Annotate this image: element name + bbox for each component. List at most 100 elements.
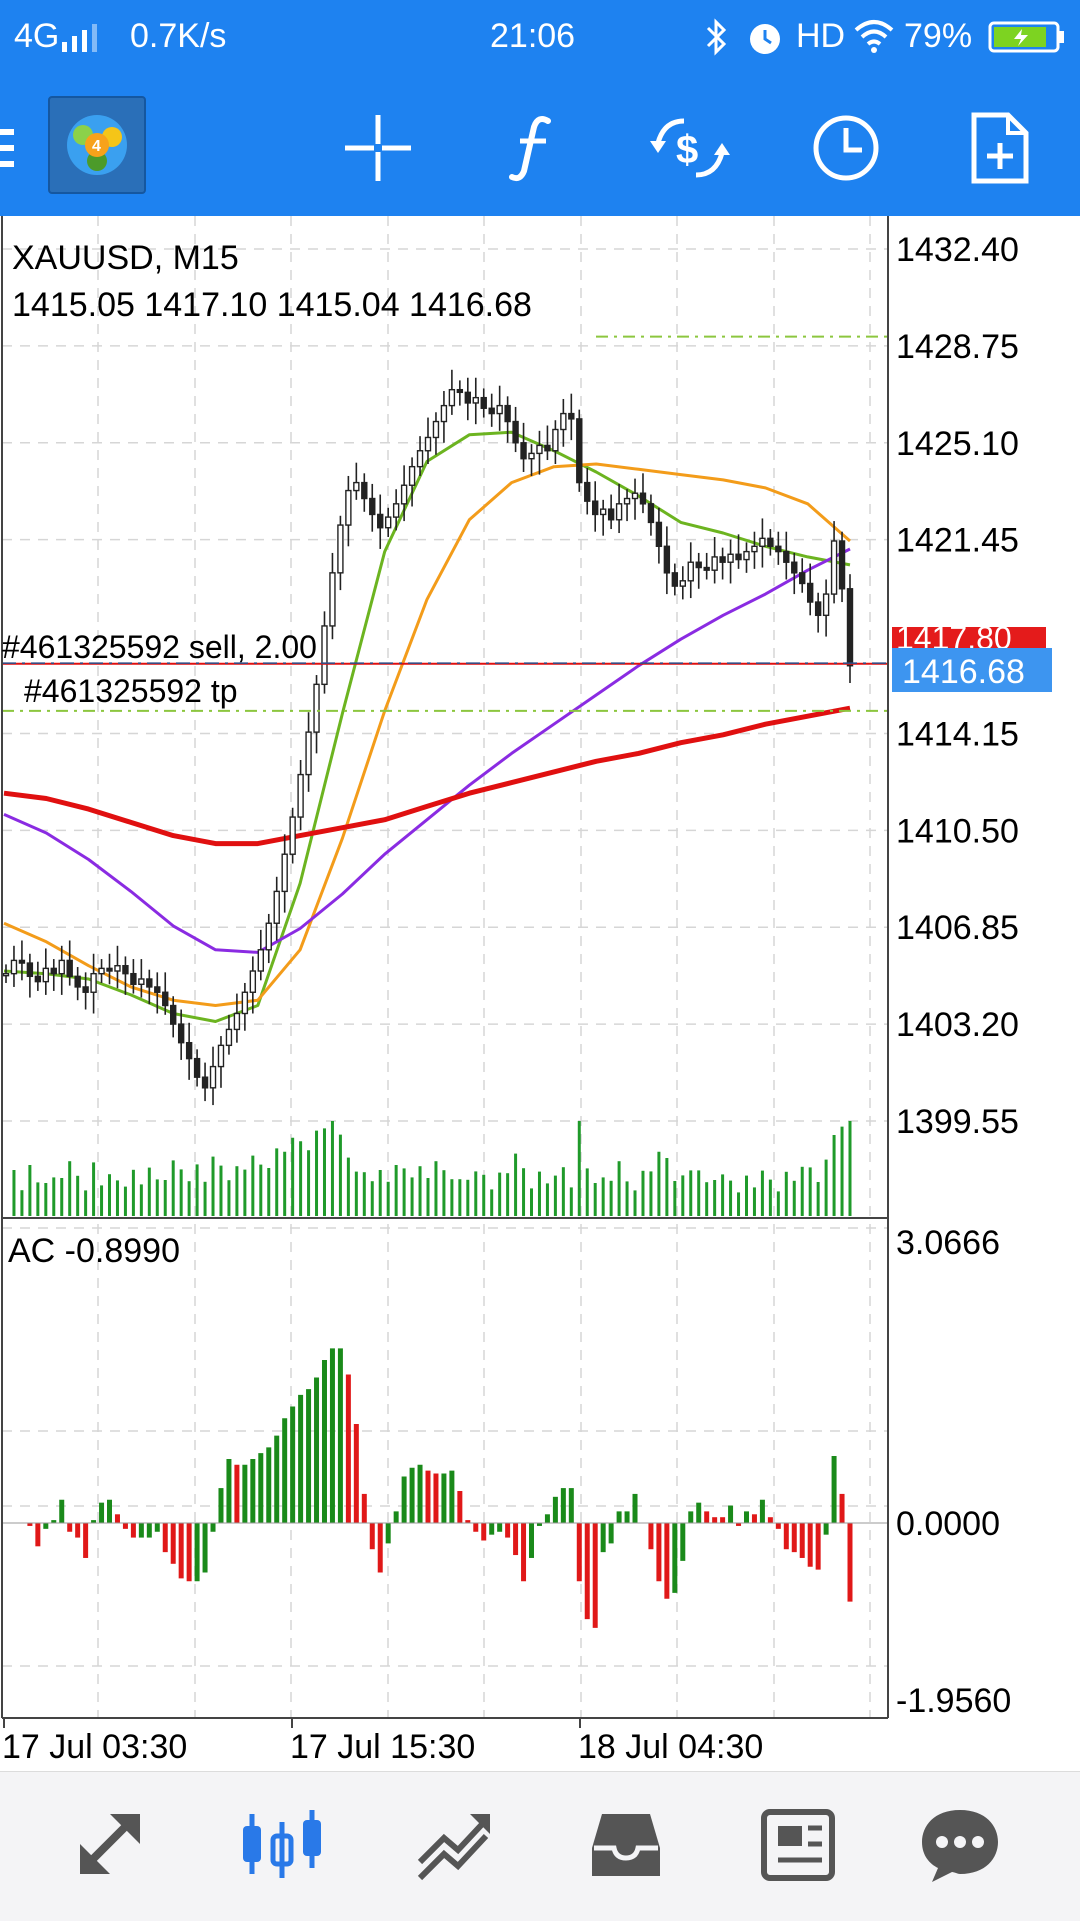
crosshair-icon[interactable] bbox=[328, 98, 428, 198]
svg-text:4: 4 bbox=[92, 138, 101, 155]
toolbar: 4 $ bbox=[0, 76, 1080, 216]
candle bbox=[392, 503, 400, 518]
candle bbox=[783, 550, 790, 563]
candle bbox=[663, 545, 671, 574]
candle bbox=[631, 492, 639, 500]
candle bbox=[106, 967, 113, 972]
period-clock-icon[interactable] bbox=[796, 98, 896, 198]
candle bbox=[536, 444, 543, 455]
candle bbox=[767, 537, 774, 548]
candle bbox=[313, 683, 320, 733]
candle bbox=[361, 481, 368, 500]
candle bbox=[838, 540, 846, 590]
order-tp-label: #461325592 tp bbox=[24, 673, 238, 709]
price-tick-label: 1406.85 bbox=[896, 909, 1019, 947]
candle bbox=[18, 959, 26, 964]
candle bbox=[440, 404, 448, 423]
price-tick-label: 1421.45 bbox=[896, 522, 1019, 560]
candle bbox=[114, 965, 121, 972]
candle bbox=[400, 484, 408, 505]
candle bbox=[791, 561, 798, 574]
candle bbox=[281, 853, 288, 893]
indicator-tick-label: -1.9560 bbox=[896, 1682, 1011, 1720]
candle bbox=[416, 450, 424, 468]
price-chart[interactable]: XAUUSD, M15 1415.05 1417.10 1415.04 1416… bbox=[0, 216, 1080, 1771]
order-sell-label: #461325592 sell, 2.00 bbox=[2, 629, 317, 665]
price-tick-label: 1410.50 bbox=[896, 812, 1019, 850]
candle bbox=[568, 412, 575, 420]
moving-average-line bbox=[3, 462, 851, 1007]
candle bbox=[193, 1057, 201, 1078]
candle bbox=[2, 972, 10, 977]
candle bbox=[90, 972, 97, 993]
candle bbox=[265, 922, 272, 951]
chart-nav-icon[interactable] bbox=[222, 1794, 342, 1894]
candle bbox=[679, 580, 686, 587]
candle bbox=[408, 465, 416, 486]
trade-nav-icon[interactable] bbox=[394, 1794, 514, 1894]
candle bbox=[615, 503, 623, 521]
candle bbox=[512, 420, 519, 444]
candle bbox=[822, 593, 830, 617]
candle bbox=[464, 391, 472, 404]
menu-icon[interactable] bbox=[0, 98, 36, 198]
candle bbox=[830, 540, 838, 595]
candle bbox=[289, 816, 296, 855]
time-tick-label: 17 Jul 03:30 bbox=[2, 1728, 187, 1766]
candle bbox=[647, 503, 655, 524]
price-tick-label: 1428.75 bbox=[896, 328, 1019, 366]
candle bbox=[488, 407, 495, 415]
candle bbox=[560, 412, 567, 431]
chat-nav-icon[interactable] bbox=[900, 1794, 1020, 1894]
status-bar: 4G 0.7K/s 21:06 HD 79% bbox=[0, 0, 1080, 76]
time-tick-label: 18 Jul 04:30 bbox=[578, 1728, 763, 1766]
candle bbox=[623, 497, 631, 505]
candle bbox=[146, 978, 153, 988]
chart-area[interactable]: XAUUSD, M15 1415.05 1417.10 1415.04 1416… bbox=[0, 216, 1080, 1771]
alarm-icon bbox=[750, 24, 780, 54]
candle bbox=[719, 556, 726, 563]
candle bbox=[496, 404, 503, 415]
indicator-f-icon[interactable] bbox=[484, 98, 584, 198]
battery-percent: 79% bbox=[904, 17, 973, 55]
candle bbox=[337, 524, 344, 574]
candle bbox=[552, 428, 559, 452]
candle bbox=[257, 949, 264, 972]
candle bbox=[687, 561, 694, 582]
candle bbox=[480, 396, 487, 409]
symbol-title: XAUUSD, M15 bbox=[12, 239, 239, 277]
candle bbox=[472, 396, 479, 404]
candle bbox=[584, 481, 591, 502]
new-order-icon[interactable] bbox=[950, 98, 1050, 198]
price-tick-label: 1399.55 bbox=[896, 1103, 1019, 1141]
candle bbox=[384, 516, 392, 529]
quotes-nav-icon[interactable] bbox=[50, 1794, 170, 1894]
candle bbox=[50, 967, 57, 975]
candle bbox=[520, 442, 527, 460]
price-tick-label: 1403.20 bbox=[896, 1006, 1019, 1044]
time-tick-label: 17 Jul 15:30 bbox=[290, 1728, 475, 1766]
candle bbox=[599, 508, 607, 516]
clock: 21:06 bbox=[490, 17, 576, 55]
candle bbox=[233, 1012, 241, 1031]
price-tick-label: 1425.10 bbox=[896, 425, 1019, 463]
history-nav-icon[interactable] bbox=[566, 1794, 686, 1894]
trade-dollar-icon[interactable]: $ bbox=[640, 98, 740, 198]
moving-average-line bbox=[3, 705, 851, 847]
candle bbox=[735, 553, 742, 561]
candle bbox=[639, 492, 647, 505]
candle bbox=[154, 986, 161, 993]
news-nav-icon[interactable] bbox=[738, 1794, 858, 1894]
candle bbox=[448, 388, 456, 407]
candle bbox=[42, 967, 50, 983]
candle bbox=[58, 959, 65, 975]
candle bbox=[592, 500, 599, 516]
candle bbox=[321, 625, 328, 686]
metatrader-logo[interactable]: 4 bbox=[48, 96, 146, 194]
candle bbox=[34, 975, 42, 983]
indicator-tick-label: 0.0000 bbox=[896, 1505, 1000, 1543]
candle bbox=[185, 1041, 193, 1060]
svg-text:$: $ bbox=[676, 128, 698, 172]
candle bbox=[273, 890, 280, 924]
candle bbox=[241, 991, 249, 1015]
